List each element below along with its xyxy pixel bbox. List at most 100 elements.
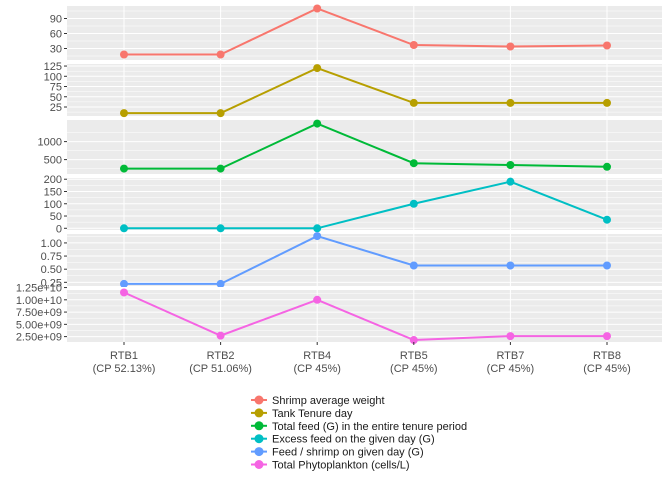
y-tick-label: 2.50e+09 [16, 332, 62, 344]
legend-item: Tank Tenure day [251, 408, 353, 420]
x-axis: RTB1 (CP 52.13%) RTB2 (CP 51.06%) RTB4 (CP 45… [93, 342, 631, 375]
panel-5: 0.250.500.751.00 [41, 232, 662, 289]
x-tick-label: RTB4 (CP 45%) [293, 350, 340, 375]
y-tick-label: 0.25 [41, 277, 62, 289]
data-point [409, 41, 418, 49]
y-tick-label: 1000 [38, 137, 62, 149]
y-tick-label: 1.00e+10 [16, 295, 62, 307]
legend-key-point [254, 460, 264, 469]
y-tick-label: 7.50e+09 [16, 307, 62, 319]
data-point [216, 50, 225, 59]
data-point [120, 224, 128, 233]
panel-1: 30 60 90 [50, 4, 662, 60]
legend-item: Excess feed on the given day (G) [251, 434, 435, 446]
legend-label: Shrimp average weight [272, 395, 385, 407]
legend-item: Shrimp average weight [251, 395, 385, 407]
y-tick-label: 5.00e+09 [16, 319, 62, 331]
legend-label: Total feed (G) in the entire tenure peri… [272, 421, 467, 433]
data-point [603, 215, 611, 224]
data-point [506, 98, 515, 107]
data-point [313, 64, 322, 73]
legend-key-point [254, 421, 264, 431]
y-tick-label: 0.50 [41, 264, 62, 276]
x-tick-label: RTB2 (CP 51.06%) [189, 350, 252, 375]
panel-3: 500 1000 [38, 119, 662, 174]
data-point [120, 50, 128, 59]
legend-item: Total feed (G) in the entire tenure peri… [251, 421, 467, 433]
data-point [216, 279, 225, 288]
y-tick-label: 25 [50, 102, 62, 114]
legend-item: Total Phytoplankton (cells/L) [251, 460, 410, 472]
panel-background [67, 234, 662, 286]
y-tick-label: 100 [44, 71, 62, 83]
legend-key-point [254, 434, 264, 444]
data-point [603, 98, 611, 107]
data-point [506, 177, 515, 186]
x-tick-label: RTB7 (CP 45%) [487, 350, 534, 375]
data-point [506, 261, 515, 270]
data-point [120, 109, 128, 118]
y-tick-label: 60 [50, 29, 62, 41]
y-tick-label: 500 [44, 155, 62, 167]
x-tick-label: RTB8 (CP 45%) [583, 350, 630, 375]
data-point [603, 332, 611, 341]
data-point [409, 159, 418, 168]
data-point [120, 288, 128, 297]
data-point [506, 161, 515, 169]
y-tick-label: 0 [56, 223, 62, 235]
x-tick-label: RTB5 (CP 45%) [390, 350, 437, 375]
data-point [216, 109, 225, 118]
series-line [124, 180, 608, 230]
y-tick-label: 200 [44, 174, 62, 186]
data-point [506, 332, 515, 341]
data-point [409, 261, 418, 270]
data-point [603, 41, 611, 50]
panels: 30609025507510012550010000501001502000.2… [16, 4, 662, 345]
legend-key-point [254, 408, 264, 418]
data-point [313, 232, 322, 241]
y-tick-label: 0.75 [41, 251, 62, 263]
legend-label: Feed / shrimp on given day (G) [272, 447, 424, 459]
data-point [216, 224, 225, 233]
series-line [124, 7, 608, 56]
y-tick-label: 30 [50, 44, 62, 56]
y-tick-label: 50 [50, 211, 62, 223]
y-tick-label: 50 [50, 92, 62, 104]
panel-background [67, 290, 662, 342]
y-tick-label: 150 [44, 186, 62, 198]
y-tick-label: 1.00 [41, 238, 62, 250]
series-line [123, 291, 607, 342]
data-point [120, 279, 128, 288]
legend-label: Excess feed on the given day (G) [272, 434, 435, 446]
series-line [124, 122, 608, 170]
y-tick-label: 75 [50, 82, 62, 94]
y-tick-label: 100 [44, 199, 62, 211]
series-line [124, 67, 607, 115]
data-point [409, 199, 418, 208]
panel-background [67, 64, 662, 116]
series-line [124, 235, 607, 285]
x-tick-label: RTB1 (CP 52.13%) [93, 350, 156, 375]
legend-item: Feed / shrimp on given day (G) [251, 447, 424, 459]
y-tick-label: 1.25e+10 [16, 283, 62, 295]
data-point [216, 164, 225, 173]
data-point [603, 162, 611, 171]
legend-label: Total Phytoplankton (cells/L) [272, 460, 410, 472]
y-tick-label: 90 [50, 14, 62, 26]
data-point [409, 98, 418, 107]
panel-6: 2.50e+095.00e+097.50e+091.00e+101.25e+10 [16, 283, 662, 345]
legend-key-point [254, 447, 264, 457]
legend-label: Tank Tenure day [272, 408, 353, 420]
data-point [603, 261, 611, 270]
legend-key-point [254, 395, 264, 405]
data-point [506, 42, 515, 51]
data-point [313, 224, 322, 233]
data-point [409, 336, 418, 345]
data-point [313, 295, 322, 304]
y-tick-label: 125 [44, 61, 62, 73]
data-point [120, 164, 128, 173]
